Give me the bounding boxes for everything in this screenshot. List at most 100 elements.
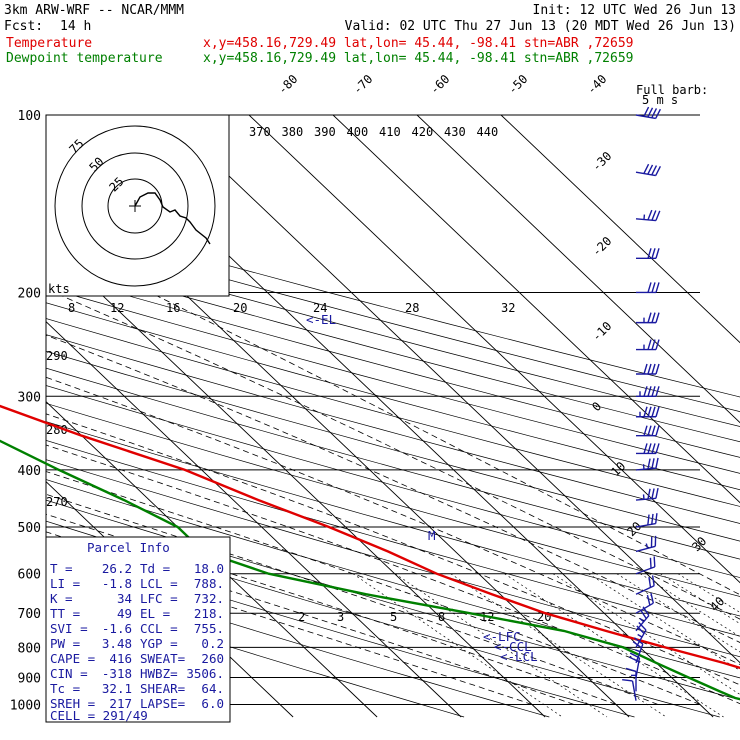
legend-temperature-info: x,y=458.16,729.49 lat,lon= 45.44, -98.41… bbox=[203, 36, 633, 51]
pressure-label: 100 bbox=[18, 109, 41, 124]
init-time: Init: 12 UTC Wed 26 Jun 13 bbox=[533, 3, 737, 18]
wind-barb-staff bbox=[635, 615, 650, 632]
hodograph-frame bbox=[45, 114, 230, 297]
wind-barb-flag bbox=[629, 656, 640, 663]
wind-barb-flag bbox=[651, 282, 656, 293]
dry-adiabat bbox=[46, 479, 740, 679]
lcl-marker: <-LCL bbox=[500, 649, 538, 664]
mixing-ratio-label: 3 bbox=[337, 610, 344, 624]
wind-barb-flag bbox=[655, 108, 662, 119]
barb-key-label: Full barb: bbox=[636, 83, 708, 97]
isotherm bbox=[416, 115, 740, 424]
parcel-value: 32.1 bbox=[102, 681, 132, 696]
isotherm-label: 0 bbox=[589, 399, 604, 414]
theta-label: 410 bbox=[379, 125, 401, 139]
wind-barb bbox=[636, 363, 660, 375]
wind-barb-flag bbox=[625, 667, 637, 673]
isotherm-label: -40 bbox=[584, 72, 609, 97]
parcel-value: HWBZ= bbox=[140, 666, 178, 681]
dry-adiabat bbox=[46, 421, 740, 617]
parcel-value: 18.0 bbox=[194, 561, 224, 576]
hodograph-trace bbox=[134, 192, 211, 245]
wind-barb bbox=[635, 457, 659, 471]
wind-barb-staff bbox=[635, 545, 656, 553]
theta-label: 370 bbox=[249, 125, 271, 139]
wind-barb-flag bbox=[643, 443, 648, 454]
wind-barb-flag bbox=[647, 209, 653, 221]
theta-label: 420 bbox=[412, 125, 434, 139]
isotherm-label: -60 bbox=[427, 72, 452, 97]
parcel-value: 34 bbox=[117, 591, 132, 606]
parcel-value: CAPE = bbox=[50, 651, 95, 666]
wind-barb-flag bbox=[647, 107, 654, 118]
wind-barb bbox=[635, 106, 662, 120]
wind-barb-flag bbox=[655, 282, 660, 293]
wind-barb-flag bbox=[655, 339, 660, 350]
wind-barb-flag bbox=[651, 425, 656, 436]
wind-barb-flag bbox=[655, 210, 661, 221]
wind-barb-flag bbox=[655, 487, 659, 499]
valid-time: Valid: 02 UTC Thu 27 Jun 13 (20 MDT Wed … bbox=[345, 19, 736, 34]
parcel-value: 6.0 bbox=[201, 696, 224, 711]
wind-barb-flag bbox=[647, 514, 650, 526]
parcel-value: 218. bbox=[194, 606, 224, 621]
wind-barb bbox=[636, 425, 660, 437]
dry-adiabat bbox=[46, 588, 465, 718]
wind-barb bbox=[635, 487, 659, 501]
wind-barb-flag bbox=[651, 108, 658, 119]
parcel-box bbox=[45, 536, 231, 723]
parcel-value: 416 bbox=[109, 651, 132, 666]
theta-label: 440 bbox=[477, 125, 499, 139]
mixing-ratio-line bbox=[640, 573, 740, 638]
isotherm bbox=[500, 115, 740, 344]
dry-adiabat bbox=[46, 402, 740, 597]
mixing-ratio-line bbox=[677, 573, 740, 613]
parcel-value: LAPSE= bbox=[140, 696, 185, 711]
parcel-value: EL = bbox=[140, 606, 170, 621]
wind-barb-flag bbox=[643, 163, 650, 174]
parcel-value: CIN = bbox=[50, 666, 88, 681]
wind-barb-flag bbox=[647, 386, 652, 397]
wind-barb-flag bbox=[655, 443, 660, 454]
wind-barbs bbox=[622, 106, 662, 701]
barb-key-units: 5 m s bbox=[642, 93, 678, 107]
wind-barb-flag bbox=[643, 386, 648, 397]
isotherm bbox=[46, 321, 462, 718]
wind-barb-flag bbox=[647, 363, 652, 375]
fcst-label: Fcst: bbox=[4, 19, 43, 34]
parcel-value: 0.2 bbox=[201, 636, 224, 651]
wind-barb-flag bbox=[634, 637, 644, 645]
pressure-label: 200 bbox=[18, 286, 41, 301]
fcst-value: 14 h bbox=[60, 19, 91, 34]
mixing-ratio-label: 20 bbox=[233, 301, 247, 315]
wind-barb bbox=[636, 312, 660, 324]
pressure-label: 500 bbox=[18, 521, 41, 536]
dry-adiabat bbox=[46, 318, 740, 507]
wind-barb-half bbox=[639, 617, 645, 623]
parcel-value: YGP = bbox=[140, 636, 178, 651]
wind-barb bbox=[636, 386, 660, 397]
wind-barb bbox=[622, 679, 637, 701]
wind-barb-flag bbox=[643, 425, 648, 436]
isotherm-label: 10 bbox=[608, 459, 628, 479]
wind-barb-flag bbox=[638, 621, 647, 631]
parcel-value: 217 bbox=[109, 696, 132, 711]
wind-barb bbox=[625, 667, 637, 692]
isotherm-label: -30 bbox=[589, 149, 614, 174]
parcel-value: -318 bbox=[102, 666, 132, 681]
wind-barb bbox=[636, 248, 660, 259]
wind-barb bbox=[632, 637, 644, 664]
parcel-value: 26.2 bbox=[102, 561, 132, 576]
wind-barb bbox=[635, 556, 656, 575]
wind-barb bbox=[636, 443, 660, 455]
parcel-value: 3.48 bbox=[102, 636, 132, 651]
wind-barb-half bbox=[637, 633, 643, 638]
wind-barb-flag bbox=[651, 210, 657, 221]
wind-barb-flag bbox=[651, 363, 656, 375]
wind-barb-flag bbox=[622, 679, 633, 682]
wind-barb-flag bbox=[655, 457, 659, 469]
mixing-ratio-line bbox=[450, 573, 667, 718]
parcel-value: TT = bbox=[50, 606, 80, 621]
isotherm-label: 40 bbox=[707, 594, 727, 614]
